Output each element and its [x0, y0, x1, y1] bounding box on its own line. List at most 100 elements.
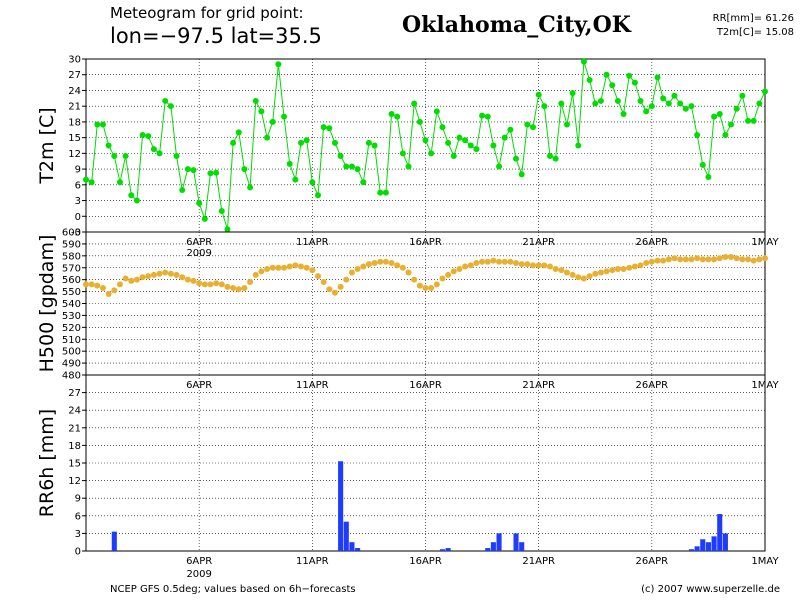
t2m-point: [609, 82, 616, 89]
h500-point: [558, 267, 565, 274]
y-tick-label: 0: [75, 212, 81, 223]
t2m-point: [671, 92, 678, 99]
t2m-point: [405, 163, 412, 170]
y-tick-label: 12: [68, 476, 81, 487]
h500-point: [348, 269, 355, 276]
t2m-point: [716, 111, 723, 118]
h500-point: [382, 258, 389, 265]
h500-point: [694, 255, 701, 262]
t2m-point: [377, 189, 384, 196]
y-tick-label: 15: [68, 133, 81, 144]
h500-point: [83, 281, 89, 288]
t2m-point: [309, 179, 316, 186]
t2m-point: [298, 139, 305, 146]
t2m-point: [558, 100, 565, 107]
t2m-point: [682, 105, 689, 112]
h500-point: [479, 258, 486, 265]
y-tick-label: 9: [75, 494, 81, 505]
h500-point: [722, 254, 729, 261]
x-tick-label: 11APR: [296, 380, 329, 391]
t2m-point: [337, 152, 344, 159]
h500-point: [524, 261, 531, 268]
x-tick-label: 21APR: [522, 556, 555, 567]
h500-point: [563, 269, 570, 276]
t2m-point: [224, 226, 231, 233]
footer-source: NCEP GFS 0.5deg; values based on 6h−fore…: [110, 584, 356, 595]
h500-point: [190, 277, 197, 284]
h500-point: [473, 259, 480, 266]
h500-point: [320, 279, 327, 286]
t2m-point: [728, 121, 735, 128]
rr6h-bar: [717, 514, 723, 551]
h500-point: [467, 262, 474, 269]
h500-point: [354, 265, 361, 272]
t2m-point: [756, 100, 763, 107]
t2m-point: [399, 150, 406, 157]
y-tick-label: 6: [75, 180, 81, 191]
t2m-point: [445, 139, 452, 146]
t2m-point: [416, 118, 423, 125]
y-tick-label: 590: [62, 239, 81, 250]
y-tick-label: 24: [68, 86, 81, 97]
x-tick-label: 21APR: [522, 237, 555, 248]
h500-point: [677, 256, 684, 263]
h500-point: [388, 259, 395, 266]
t2m-point: [422, 137, 429, 144]
t2m-point: [501, 134, 508, 141]
h500-point: [756, 256, 763, 263]
t2m-point: [213, 169, 220, 176]
h500-point: [337, 283, 344, 290]
h500-point: [122, 275, 129, 282]
t2m-point: [111, 152, 118, 159]
y-tick-label: 520: [62, 323, 81, 334]
x-tick-year-label: 2009: [186, 569, 211, 580]
h500-point: [235, 286, 242, 293]
t2m-point: [620, 111, 627, 118]
h500-point: [394, 262, 401, 269]
t2m-point: [626, 72, 633, 79]
y-tick-label: 530: [62, 311, 81, 322]
h500-point: [331, 289, 338, 296]
t2m-point: [314, 192, 321, 199]
h500-point: [490, 257, 497, 264]
t2m-point: [162, 97, 169, 104]
h500-point: [309, 267, 316, 274]
x-tick-label: 1MAY: [751, 556, 779, 567]
t2m-point: [241, 166, 248, 173]
h500-point: [292, 262, 299, 269]
h500-point: [637, 262, 644, 269]
rr6h-bar: [705, 542, 711, 551]
rr6h-bar: [343, 521, 349, 551]
t2m-point: [722, 132, 729, 139]
h500-point: [422, 285, 429, 292]
t2m-point: [705, 173, 712, 180]
t2m-point: [745, 117, 752, 124]
t2m-point: [371, 142, 378, 149]
h500-point: [145, 273, 152, 280]
h500-point: [298, 263, 305, 270]
t2m-point: [252, 97, 259, 104]
h500-point: [530, 262, 537, 269]
t2m-point: [762, 88, 768, 95]
x-tick-label: 6APR: [186, 237, 212, 248]
h500-point: [535, 262, 542, 269]
h500-point: [643, 259, 650, 266]
h500-point: [230, 285, 237, 292]
x-tick-label: 6APR: [186, 556, 212, 567]
h500-point: [196, 280, 203, 287]
h500-point: [111, 287, 118, 294]
t2m-point: [546, 152, 553, 159]
t2m-point: [128, 192, 135, 199]
h500-point: [116, 281, 123, 288]
h500-point: [648, 258, 655, 265]
h500-point: [620, 265, 627, 272]
x-tick-label: 11APR: [296, 237, 329, 248]
h500-point: [462, 263, 469, 270]
t2m-point: [394, 113, 401, 120]
t2m-point: [575, 142, 582, 149]
t2m-point: [750, 117, 757, 124]
h500-point: [603, 268, 610, 275]
title-line-1: Meteogram for grid point:: [110, 4, 304, 22]
t2m-point: [360, 179, 367, 186]
title-line-2: lon=−97.5 lat=35.5: [110, 24, 322, 48]
